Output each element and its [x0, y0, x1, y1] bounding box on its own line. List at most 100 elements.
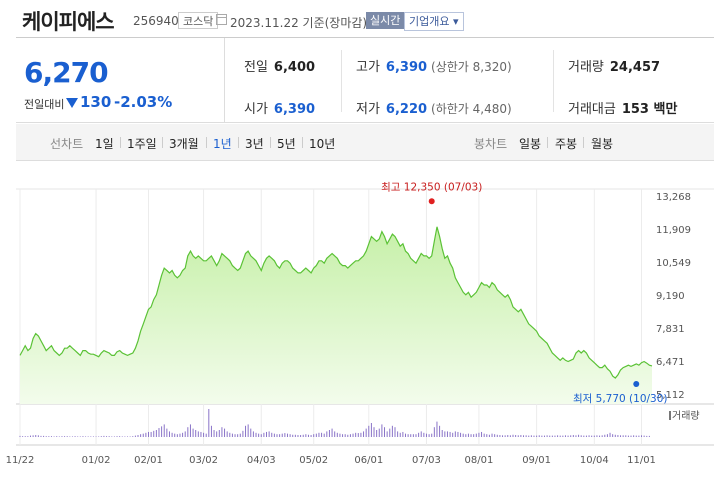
volume-bar — [517, 435, 519, 437]
volume-bar — [349, 434, 351, 437]
tab-3y[interactable]: 3년 — [245, 137, 264, 151]
volume-bar — [512, 434, 514, 437]
volume-legend-icon — [669, 411, 671, 420]
tab-monthly[interactable]: 월봉 — [591, 137, 614, 151]
volume-bar — [161, 426, 163, 437]
volume-bar — [543, 435, 545, 437]
volume-bar — [155, 430, 157, 437]
tab-daily[interactable]: 일봉 — [519, 137, 542, 151]
x-tick-label: 02/01 — [134, 455, 163, 466]
volume-bar — [271, 432, 273, 437]
volume-bar — [551, 435, 553, 437]
stock-name: 케이피에스 — [22, 10, 115, 34]
volume-bar — [397, 431, 399, 437]
volume-bar — [268, 431, 270, 437]
volume-bar — [596, 435, 598, 437]
volume-bar — [182, 432, 184, 437]
volume-bar — [234, 434, 236, 437]
y-tick-label: 10,549 — [656, 258, 691, 269]
volume-bar — [334, 431, 336, 437]
volume-bar — [635, 435, 637, 437]
volume-bar — [58, 436, 60, 437]
volume-bar — [108, 436, 110, 437]
volume-bar — [612, 434, 614, 437]
volume-bar — [431, 433, 433, 437]
volume-bar — [106, 436, 108, 437]
volume-bar — [536, 435, 538, 437]
volume-bar — [606, 434, 608, 437]
tab-1y[interactable]: 1년 — [213, 137, 232, 151]
realtime-button[interactable]: 실시간 — [366, 12, 405, 29]
volume-bar — [145, 432, 147, 437]
volume-bar — [313, 434, 315, 437]
tab-divider — [206, 137, 207, 148]
volume-bar — [488, 434, 490, 437]
volume-bar — [433, 427, 435, 437]
volume-bar — [504, 435, 506, 437]
volume-bar — [192, 428, 194, 437]
volume-bar — [567, 435, 569, 437]
tab-1d[interactable]: 1일 — [95, 137, 114, 151]
volume-bar — [111, 436, 113, 437]
volume-bar — [633, 435, 635, 437]
volume-bar — [402, 431, 404, 437]
volume-bar — [570, 435, 572, 437]
x-tick-label: 07/03 — [412, 455, 441, 466]
volume-bar — [378, 428, 380, 437]
volume-bar — [281, 433, 283, 437]
x-tick-label: 11/22 — [6, 455, 35, 466]
volume-bar — [113, 436, 115, 437]
volume-bar — [208, 409, 210, 437]
tab-1w[interactable]: 1주일 — [127, 137, 157, 151]
market-badge: 코스닥 — [178, 12, 219, 29]
volume-bar — [509, 435, 511, 437]
divider — [553, 50, 554, 112]
volume-bar — [328, 430, 330, 437]
company-info-button[interactable]: 기업개요 ▾ — [404, 12, 464, 31]
volume-bar — [381, 424, 383, 437]
volume-bar — [344, 434, 346, 437]
volume-bar — [132, 436, 134, 437]
volume-bar — [292, 434, 294, 437]
volume-bar — [95, 436, 97, 437]
volume-bar — [604, 434, 606, 437]
volume-bar — [226, 431, 228, 437]
x-tick-label: 05/02 — [299, 455, 328, 466]
volume-bar — [195, 430, 197, 437]
volume-bar — [87, 436, 89, 437]
volume-bar — [48, 436, 50, 437]
tab-10y[interactable]: 10년 — [309, 137, 336, 151]
volume-bar — [168, 431, 170, 437]
volume-bar — [357, 433, 359, 437]
volume-bar — [286, 433, 288, 437]
volume-bar — [297, 435, 299, 437]
volume-bar — [32, 435, 34, 437]
tab-5y[interactable]: 5년 — [277, 137, 296, 151]
volume-bar — [176, 434, 178, 437]
volume-bar — [415, 434, 417, 437]
volume-bar — [486, 434, 488, 437]
volume-bar — [315, 433, 317, 437]
volume-bar — [609, 432, 611, 437]
price-chart[interactable]: 13,268 11,909 10,549 9,190 7,831 6,471 5,112 최… — [0, 161, 714, 483]
volume-bar — [129, 436, 131, 437]
tab-3m[interactable]: 3개월 — [169, 137, 199, 151]
volume-bar — [394, 427, 396, 437]
volume-bar — [452, 432, 454, 437]
volume-bar — [147, 431, 149, 437]
tab-weekly[interactable]: 주봉 — [555, 137, 578, 151]
low-marker-label: 최저 5,770 (10/30) — [573, 393, 668, 405]
volume-bar — [404, 433, 406, 437]
volume-bar — [255, 432, 257, 437]
volume-bar — [601, 435, 603, 437]
volume-bar — [22, 436, 24, 437]
volume-bar — [71, 436, 73, 437]
volume-bar — [116, 436, 118, 437]
volume-bar — [507, 435, 509, 437]
volume-bar — [300, 435, 302, 437]
volume-bar — [578, 434, 580, 437]
tab-divider — [583, 137, 584, 148]
volume-bar — [562, 435, 564, 437]
volume-bar — [546, 435, 548, 437]
volume-bar — [559, 435, 561, 437]
